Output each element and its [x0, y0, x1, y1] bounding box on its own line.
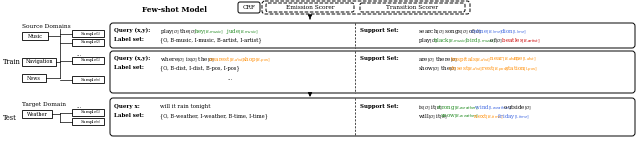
Text: Few-shot Model: Few-shot Model [143, 5, 207, 13]
Bar [72, 57, 104, 64]
Text: Sample$_{(1)}$: Sample$_{(1)}$ [80, 56, 102, 64]
Text: Target Domain: Target Domain [22, 102, 66, 107]
FancyBboxPatch shape [110, 98, 635, 136]
Text: is$_{[O]}$ it$_{[O]}$: is$_{[O]}$ it$_{[O]}$ [418, 104, 443, 113]
Text: Label set:: Label set: [114, 37, 144, 42]
Text: Weather: Weather [27, 112, 47, 117]
Text: outside$_{[O]}$: outside$_{[O]}$ [502, 104, 532, 113]
Text: Sample$_{(n)}$: Sample$_{(n)}$ [80, 76, 102, 84]
Text: celine$_{[B\text{-}lme]}$: celine$_{[B\text{-}lme]}$ [470, 28, 502, 37]
Text: me$_{[I\text{-}dist]}$: me$_{[I\text{-}dist]}$ [512, 56, 536, 64]
Text: Label set:: Label set: [114, 113, 144, 118]
Text: friday$_{[I\text{-}time]}$: friday$_{[I\text{-}time]}$ [496, 113, 530, 122]
Text: Music: Music [28, 33, 42, 38]
Bar [72, 76, 104, 83]
Bar [72, 118, 104, 125]
Text: Sample$_{(1)}$: Sample$_{(1)}$ [80, 109, 102, 117]
Text: search$_{[O]}$ songs$_{[O]}$ of$_{[O]}$: search$_{[O]}$ songs$_{[O]}$ of$_{[O]}$ [418, 28, 482, 37]
Text: ...: ... [76, 105, 82, 110]
Text: hospitals$_{[B\text{-}dist]}$: hospitals$_{[B\text{-}dist]}$ [450, 56, 491, 65]
Text: CRF: CRF [243, 5, 255, 10]
Bar [22, 110, 52, 118]
Text: Support Set:: Support Set: [360, 104, 399, 109]
Text: strong$_{[B\text{-}weather]}$: strong$_{[B\text{-}weather]}$ [436, 104, 479, 113]
Bar [72, 30, 104, 37]
Text: Query x:: Query x: [114, 104, 140, 109]
Text: show$_{[O]}$ the$_{[O]}$: show$_{[O]}$ the$_{[O]}$ [418, 65, 458, 75]
Text: nearest$_{[B\text{-}dist]}$: nearest$_{[B\text{-}dist]}$ [208, 56, 245, 65]
Text: Source Domains: Source Domains [22, 24, 70, 29]
Text: wind$_{[I\text{-}weather]}$: wind$_{[I\text{-}weather]}$ [473, 104, 511, 113]
FancyBboxPatch shape [266, 3, 354, 12]
Text: bird$_{[I\text{-}music]}$: bird$_{[I\text{-}music]}$ [464, 37, 496, 46]
Text: beatles$_{[B\text{-}artist]}$: beatles$_{[B\text{-}artist]}$ [500, 37, 541, 46]
Bar [22, 58, 56, 66]
Text: Sample$_{(1)}$: Sample$_{(1)}$ [80, 29, 102, 37]
Text: {O, B-weather, I-weather, B-time, I-time}: {O, B-weather, I-weather, B-time, I-time… [160, 113, 268, 119]
Text: near$_{[B\text{-}dist]}$: near$_{[B\text{-}dist]}$ [488, 56, 518, 64]
Text: play$_{[O]}$ the$_{[O]}$: play$_{[O]}$ the$_{[O]}$ [160, 28, 197, 37]
Text: News: News [27, 76, 41, 81]
Text: black$_{[B\text{-}music]}$: black$_{[B\text{-}music]}$ [433, 37, 468, 46]
Text: Query (x,y):: Query (x,y): [114, 56, 150, 61]
Text: Emission Scorer: Emission Scorer [285, 5, 334, 10]
Text: snow$_{[B\text{-}weather]}$: snow$_{[B\text{-}weather]}$ [440, 113, 479, 121]
Text: Navigation: Navigation [25, 59, 52, 64]
Text: hey$_{[B\text{-}music]}$: hey$_{[B\text{-}music]}$ [194, 28, 224, 37]
Text: Query (x,y):: Query (x,y): [114, 28, 150, 33]
Text: {O, B-music, I-music, B-artist, I-artist}: {O, B-music, I-music, B-artist, I-artist… [160, 37, 262, 43]
Text: Sample$_{(n)}$: Sample$_{(n)}$ [80, 118, 102, 126]
Bar [22, 32, 48, 40]
Text: Support Set:: Support Set: [360, 56, 399, 61]
FancyBboxPatch shape [110, 51, 635, 93]
Text: where$_{[O]}$ is$_{[O]}$ the$_{[O]}$: where$_{[O]}$ is$_{[O]}$ the$_{[O]}$ [160, 56, 215, 65]
Text: closest$_{[B\text{-}dist]}$: closest$_{[B\text{-}dist]}$ [448, 65, 483, 75]
Text: are$_{[O]}$ there$_{[O]}$: are$_{[O]}$ there$_{[O]}$ [418, 56, 458, 65]
Text: ...: ... [76, 52, 82, 57]
Bar [72, 39, 104, 46]
FancyBboxPatch shape [262, 1, 470, 14]
Text: {O, B-dist, I-dist, B-pos, I-pos}: {O, B-dist, I-dist, B-pos, I-pos} [160, 65, 240, 71]
Bar [72, 109, 104, 116]
Text: Sample$_{(2)}$: Sample$_{(2)}$ [80, 38, 102, 46]
FancyBboxPatch shape [110, 23, 635, 48]
Text: jude$_{[B\text{-}music]}$: jude$_{[B\text{-}music]}$ [226, 28, 259, 37]
Text: Support Set:: Support Set: [360, 28, 399, 33]
Text: station$_{[I\text{-}pos]}$: station$_{[I\text{-}pos]}$ [503, 65, 538, 75]
Text: Transition Scorer: Transition Scorer [386, 5, 438, 10]
Bar [22, 74, 46, 82]
Text: will it rain tonight: will it rain tonight [160, 104, 211, 109]
Text: play$_{[O]}$: play$_{[O]}$ [418, 37, 438, 46]
Text: Test: Test [3, 114, 17, 122]
Text: rest$_{[B\text{-}pos]}$: rest$_{[B\text{-}pos]}$ [480, 65, 508, 75]
Text: Label set:: Label set: [114, 65, 144, 70]
Text: shop$_{[B\text{-}pos]}$: shop$_{[B\text{-}pos]}$ [242, 56, 271, 66]
Text: next$_{[B\text{-}time]}$: next$_{[B\text{-}time]}$ [472, 113, 504, 122]
Text: of$_{[O]}$: of$_{[O]}$ [488, 37, 503, 46]
Text: ...: ... [227, 76, 232, 81]
FancyBboxPatch shape [360, 3, 465, 12]
FancyBboxPatch shape [238, 2, 260, 13]
Text: will$_{[O]}$ it$_{[O]}$: will$_{[O]}$ it$_{[O]}$ [418, 113, 448, 122]
Text: Train: Train [3, 58, 21, 66]
Text: dion$_{[I\text{-}lme]}$: dion$_{[I\text{-}lme]}$ [500, 28, 527, 37]
